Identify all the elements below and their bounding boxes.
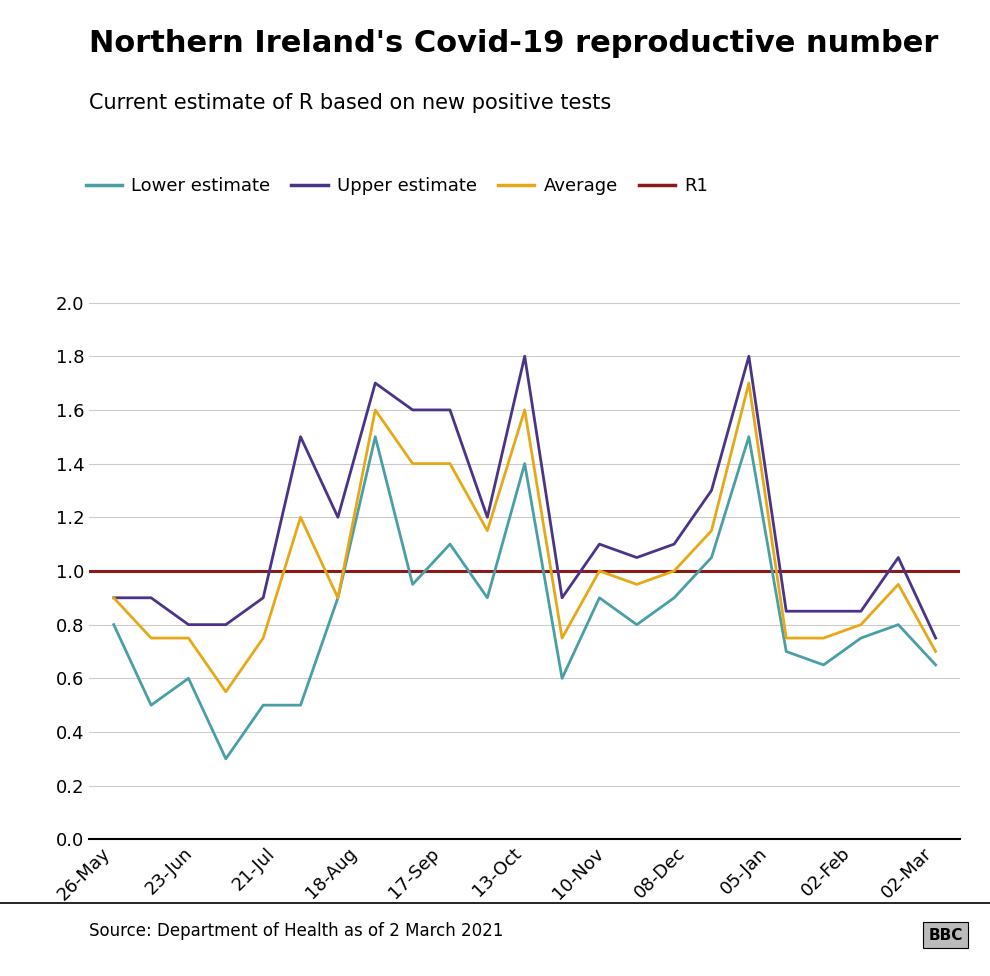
Text: BBC: BBC: [929, 927, 962, 943]
Legend: Lower estimate, Upper estimate, Average, R1: Lower estimate, Upper estimate, Average,…: [78, 170, 716, 202]
Text: Source: Department of Health as of 2 March 2021: Source: Department of Health as of 2 Mar…: [89, 922, 504, 940]
Text: Northern Ireland's Covid-19 reproductive number: Northern Ireland's Covid-19 reproductive…: [89, 29, 939, 59]
Text: Current estimate of R based on new positive tests: Current estimate of R based on new posit…: [89, 93, 612, 112]
